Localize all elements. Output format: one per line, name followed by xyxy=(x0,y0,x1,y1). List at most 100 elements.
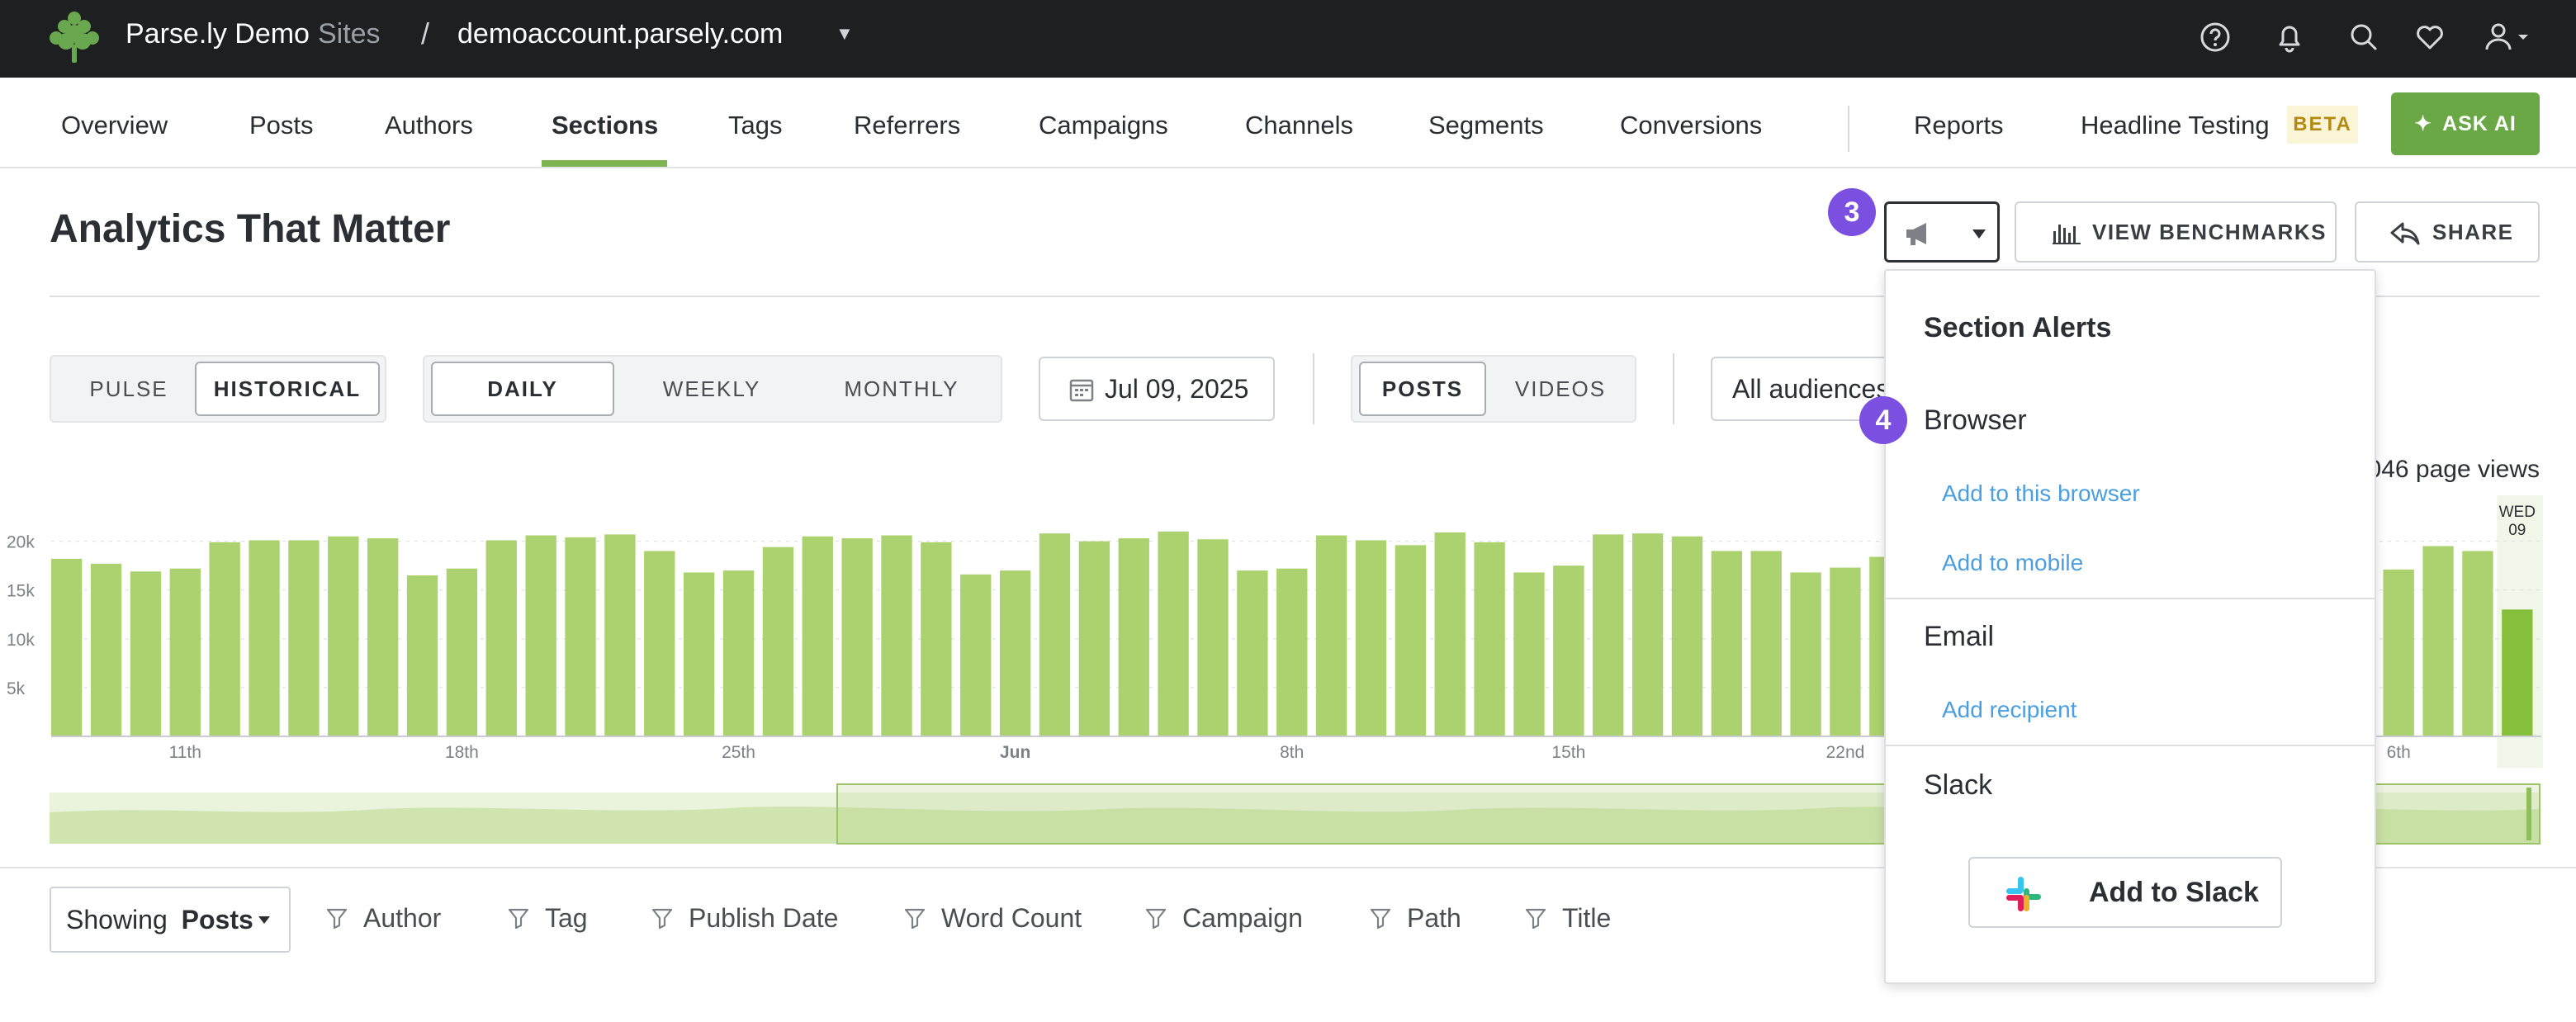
nav-campaigns[interactable]: Campaigns xyxy=(1039,111,1168,140)
chart-bar[interactable] xyxy=(1355,540,1387,736)
chart-bar[interactable] xyxy=(644,551,675,736)
chart-bar[interactable] xyxy=(802,536,833,736)
share-button[interactable]: SHARE xyxy=(2355,201,2540,263)
nav-tags[interactable]: Tags xyxy=(728,111,783,140)
nav-authors[interactable]: Authors xyxy=(385,111,473,140)
chart-bar[interactable] xyxy=(1315,535,1347,736)
site-domain-selector[interactable]: demoaccount.parsely.com xyxy=(457,18,784,50)
chart-bar[interactable] xyxy=(446,568,478,736)
posts-button[interactable]: POSTS xyxy=(1359,362,1486,416)
chart-bar[interactable] xyxy=(683,572,715,736)
chart-bar[interactable] xyxy=(1395,545,1427,736)
chart-bar[interactable] xyxy=(525,535,556,736)
videos-button[interactable]: VIDEOS xyxy=(1514,376,1607,401)
chart-bar[interactable] xyxy=(881,535,912,736)
chart-bar[interactable] xyxy=(1197,539,1229,736)
chart-bar[interactable] xyxy=(1276,568,1308,736)
chart-bar[interactable] xyxy=(51,558,83,736)
nav-conversions[interactable]: Conversions xyxy=(1620,111,1763,140)
chart-bar[interactable] xyxy=(2383,569,2414,736)
add-recipient-link[interactable]: Add recipient xyxy=(1942,697,2077,722)
chart-bar[interactable] xyxy=(1158,531,1189,736)
chart-bar[interactable] xyxy=(130,571,162,736)
chart-bar[interactable] xyxy=(921,542,952,736)
chart-bar[interactable] xyxy=(565,537,596,736)
parsely-leaf-logo[interactable] xyxy=(48,10,101,64)
nav-posts[interactable]: Posts xyxy=(249,111,314,140)
heart-icon[interactable] xyxy=(2411,18,2449,56)
chart-bar[interactable] xyxy=(1711,551,1743,736)
nav-channels[interactable]: Channels xyxy=(1245,111,1353,140)
brand-name[interactable]: Parse.ly Demo Sites xyxy=(125,18,381,50)
daily-button[interactable]: DAILY xyxy=(431,362,614,416)
filter-word-count[interactable]: Word Count xyxy=(903,903,1082,934)
selected-day-label: WED xyxy=(2499,504,2536,521)
nav-sections[interactable]: Sections xyxy=(552,111,659,140)
nav-overview[interactable]: Overview xyxy=(61,111,168,140)
chart-bar[interactable] xyxy=(1237,570,1268,736)
chart-bar[interactable] xyxy=(1790,572,1821,736)
chart-bar[interactable] xyxy=(841,538,873,736)
bell-icon[interactable] xyxy=(2271,18,2308,56)
chart-bar-selected[interactable] xyxy=(2502,609,2533,736)
chart-bar[interactable] xyxy=(485,540,517,736)
chart-bar[interactable] xyxy=(288,540,320,736)
filter-tag[interactable]: Tag xyxy=(507,903,588,934)
chart-bar[interactable] xyxy=(1118,538,1149,736)
chart-bar[interactable] xyxy=(169,568,201,736)
audience-select[interactable]: All audiences xyxy=(1711,357,1909,421)
chart-bar[interactable] xyxy=(209,542,240,736)
nav-referrers[interactable]: Referrers xyxy=(854,111,961,140)
chart-bar[interactable] xyxy=(1750,551,1782,736)
chart-bar[interactable] xyxy=(1434,532,1466,736)
brush-handle[interactable] xyxy=(2526,788,2531,840)
filter-publish-date[interactable]: Publish Date xyxy=(651,903,838,934)
chart-bar[interactable] xyxy=(999,570,1031,736)
monthly-button[interactable]: MONTHLY xyxy=(844,376,959,401)
user-menu-icon[interactable] xyxy=(2480,18,2538,56)
ask-ai-button[interactable]: ✦ ASK AI xyxy=(2391,92,2540,155)
filter-path[interactable]: Path xyxy=(1369,903,1461,934)
chart-bar[interactable] xyxy=(1830,567,1861,736)
chart-bar[interactable] xyxy=(1474,542,1505,736)
chart-bar[interactable] xyxy=(2422,546,2454,736)
date-picker-button[interactable]: Jul 09, 2025 xyxy=(1039,357,1275,421)
sites-link[interactable]: Sites xyxy=(317,18,381,50)
chart-bar[interactable] xyxy=(1593,534,1624,736)
chart-bar[interactable] xyxy=(406,575,438,736)
add-to-slack-button[interactable]: Add to Slack xyxy=(1968,857,2282,928)
chart-bar[interactable] xyxy=(1513,572,1545,736)
filter-author[interactable]: Author xyxy=(325,903,441,934)
add-to-this-browser-link[interactable]: Add to this browser xyxy=(1942,480,2140,506)
chart-bar[interactable] xyxy=(722,570,755,736)
chart-bar[interactable] xyxy=(328,536,359,736)
add-to-mobile-link[interactable]: Add to mobile xyxy=(1942,550,2084,575)
help-icon[interactable] xyxy=(2196,18,2234,56)
view-benchmarks-button[interactable]: VIEW BENCHMARKS xyxy=(2015,201,2337,263)
nav-headline-testing[interactable]: Headline Testing xyxy=(2081,111,2270,140)
filter-campaign[interactable]: Campaign xyxy=(1144,903,1303,934)
chart-bar[interactable] xyxy=(249,540,280,736)
alerts-dropdown-button[interactable] xyxy=(1884,201,2000,263)
chart-bar[interactable] xyxy=(1553,565,1584,736)
search-icon[interactable] xyxy=(2345,18,2383,56)
chart-bar[interactable] xyxy=(1078,541,1110,736)
chevron-down-icon[interactable]: ▼ xyxy=(836,23,854,44)
nav-segments[interactable]: Segments xyxy=(1428,111,1544,140)
chart-bar[interactable] xyxy=(762,546,794,736)
controls-divider xyxy=(1313,353,1314,424)
showing-selector[interactable]: Showing Posts xyxy=(50,887,291,953)
filter-title[interactable]: Title xyxy=(1524,903,1611,934)
chart-bar[interactable] xyxy=(1039,533,1071,736)
weekly-button[interactable]: WEEKLY xyxy=(662,376,761,401)
chart-bar[interactable] xyxy=(960,574,992,736)
historical-button[interactable]: HISTORICAL xyxy=(195,362,380,416)
chart-bar[interactable] xyxy=(604,534,636,736)
chart-bar[interactable] xyxy=(1671,536,1703,736)
nav-reports[interactable]: Reports xyxy=(1914,111,2004,140)
chart-bar[interactable] xyxy=(367,538,399,736)
pulse-button[interactable]: PULSE xyxy=(89,376,168,401)
chart-bar[interactable] xyxy=(1631,533,1664,736)
chart-bar[interactable] xyxy=(2462,551,2493,736)
chart-bar[interactable] xyxy=(90,563,122,736)
